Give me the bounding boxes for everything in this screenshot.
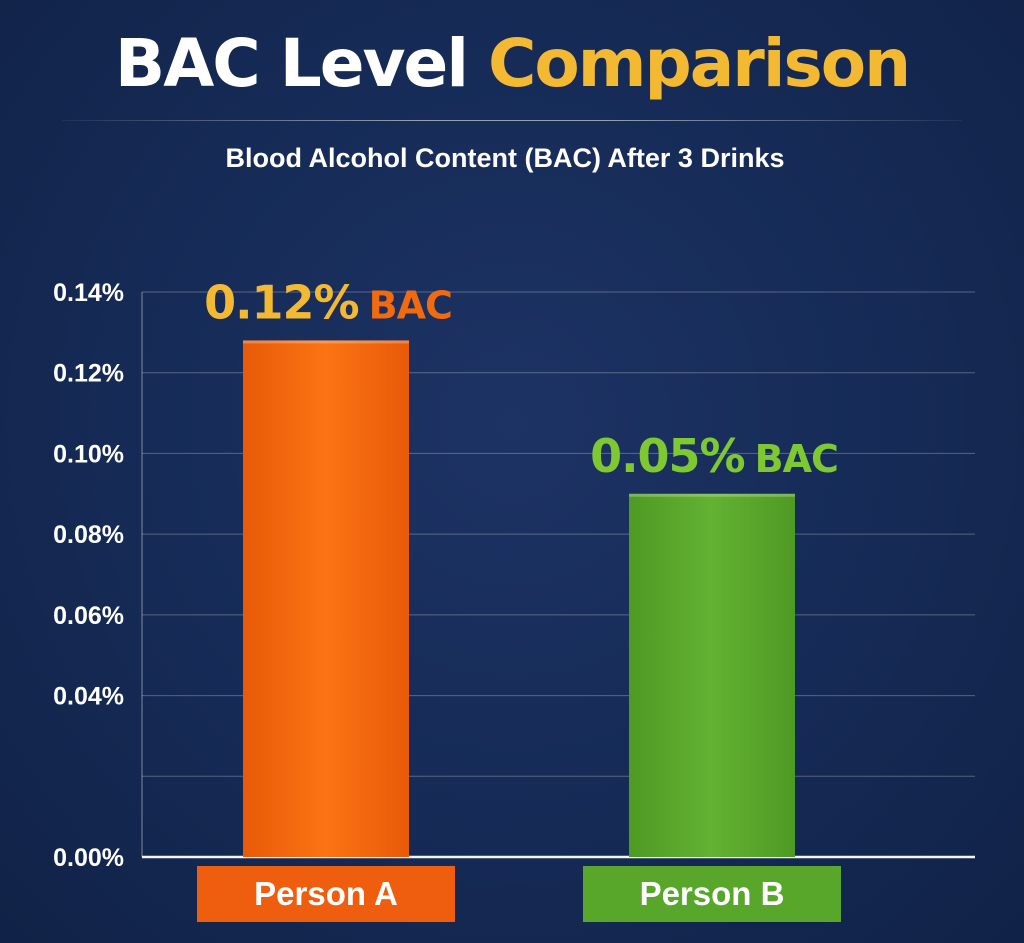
y-tick-label: 0.10% xyxy=(53,440,124,468)
data-label-person-b: 0.05% BAC xyxy=(590,429,838,483)
bars xyxy=(243,340,795,857)
data-label-person-a: 0.12% BAC xyxy=(204,275,452,329)
bar-person-a xyxy=(243,340,409,857)
data-label-unit: BAC xyxy=(369,283,452,327)
data-label-value: 0.12% xyxy=(204,275,359,329)
category-label-box xyxy=(583,866,841,922)
y-tick-label: 0.06% xyxy=(53,602,124,630)
title-divider xyxy=(62,120,962,121)
bar-top-highlight xyxy=(629,493,795,497)
data-label-value: 0.05% xyxy=(590,429,745,483)
bar-top-highlight xyxy=(243,340,409,344)
chart-title-part1: BAC Level xyxy=(114,25,469,102)
y-tick-label: 0.08% xyxy=(53,521,124,549)
chart-subtitle: Blood Alcohol Content (BAC) After 3 Drin… xyxy=(225,143,785,173)
y-tick-label: 0.12% xyxy=(53,360,124,388)
y-tick-label: 0.14% xyxy=(53,279,124,307)
y-tick-labels: 0.00% 0.04% 0.06% 0.08% 0.10% 0.12% 0.14% xyxy=(53,279,124,872)
bar-person-b xyxy=(629,493,795,857)
chart-title: BAC Level Comparison xyxy=(0,22,1024,106)
category-label: Person B xyxy=(640,875,785,912)
category-label-box xyxy=(197,866,455,922)
data-label-unit: BAC xyxy=(755,437,838,481)
chart-title-part2: Comparison xyxy=(487,25,911,102)
category-label: Person A xyxy=(254,875,398,912)
y-tick-label: 0.04% xyxy=(53,683,124,711)
category-labels: Person A Person B xyxy=(197,866,841,922)
y-tick-label: 0.00% xyxy=(53,844,124,872)
